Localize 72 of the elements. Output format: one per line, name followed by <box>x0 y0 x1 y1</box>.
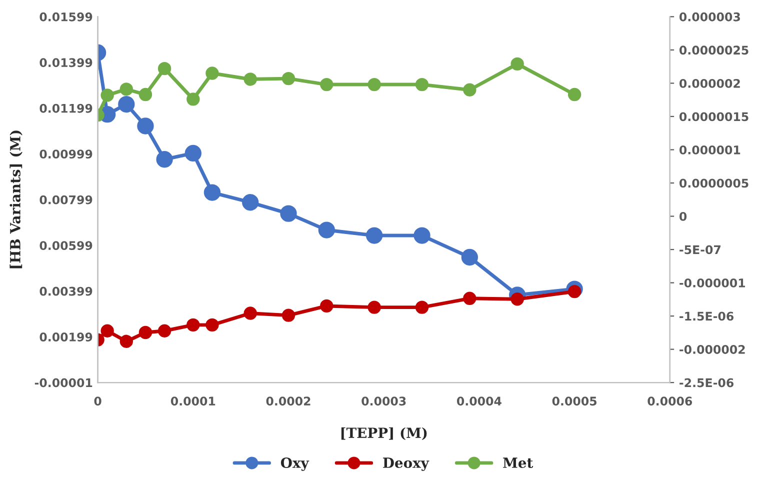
y-axis-title: [HB Variants] (M) <box>10 130 22 268</box>
y2-tick-label: 0.000003 <box>679 12 740 22</box>
point <box>463 292 476 306</box>
point <box>120 82 133 96</box>
point <box>120 334 133 348</box>
point <box>100 88 114 102</box>
point <box>204 184 221 201</box>
point <box>415 78 429 92</box>
y-tick-label: 0.00799 <box>40 195 92 204</box>
point <box>244 72 257 86</box>
point <box>415 300 429 314</box>
point <box>282 308 296 322</box>
x-tick-label: 0.0006 <box>648 396 692 406</box>
point <box>186 92 200 106</box>
point <box>414 227 430 244</box>
x-tick-label: 0.0003 <box>362 396 406 406</box>
point <box>463 83 476 96</box>
point <box>568 88 582 102</box>
legend-label: Met <box>503 458 534 468</box>
point <box>158 324 172 338</box>
point <box>158 62 172 76</box>
y2-tick-label: 0.000001 <box>679 145 740 154</box>
point <box>186 318 200 332</box>
x-tick-label: 0.0001 <box>170 396 216 406</box>
y2-tick-label: -0.000002 <box>680 345 745 354</box>
y-tick-label: 0.00399 <box>40 286 92 296</box>
point <box>568 284 582 298</box>
point <box>461 248 478 266</box>
legend-label: Oxy <box>280 457 310 471</box>
y2-tick-label: 0 <box>679 212 687 221</box>
point <box>510 57 524 71</box>
y-tick-label: 0.01199 <box>40 104 92 113</box>
point <box>138 326 152 340</box>
x-tick-label: 0.0004 <box>456 396 502 406</box>
y-tick-label: 0.00199 <box>40 332 92 342</box>
point <box>320 78 334 92</box>
x-tick-label: 0.0005 <box>552 396 597 406</box>
legend-label: Deoxy <box>383 458 430 471</box>
y2-tick-label: -5E-07 <box>680 245 720 254</box>
point <box>100 324 114 338</box>
point <box>510 292 524 306</box>
y2-tick-label: 0.0000005 <box>679 178 748 188</box>
point <box>282 72 296 86</box>
point <box>242 194 259 211</box>
y2-tick-label: -1.5E-06 <box>680 312 734 321</box>
point <box>368 300 381 314</box>
y-tick-label: -0.00001 <box>34 378 92 388</box>
point <box>156 151 173 168</box>
x-axis-title: [TEPP] (M) <box>341 427 427 440</box>
y2-tick-label: -0.000001 <box>680 278 745 288</box>
y2-tick-label: 0.0000015 <box>679 112 748 122</box>
x-tick-label: 0.0002 <box>266 396 310 406</box>
x-tick-label: 0 <box>94 396 102 406</box>
point <box>366 227 383 244</box>
y-tick-label: 0.01599 <box>40 12 92 22</box>
y-tick-label: 0.01399 <box>40 58 92 68</box>
point <box>206 66 219 80</box>
y2-tick-label: 0.000002 <box>679 78 740 88</box>
point <box>206 318 219 332</box>
point <box>280 205 297 222</box>
point <box>184 144 202 162</box>
point <box>318 222 335 238</box>
point <box>320 299 334 313</box>
y2-tick-label: 0.0000025 <box>679 46 748 55</box>
point <box>118 96 135 113</box>
point <box>138 88 152 102</box>
point <box>368 78 381 92</box>
y2-tick-label: -2.5E-06 <box>680 378 734 388</box>
point <box>137 118 154 134</box>
y-tick-label: 0.00599 <box>40 241 92 250</box>
point <box>244 306 257 320</box>
y-tick-label: 0.00999 <box>40 150 92 159</box>
